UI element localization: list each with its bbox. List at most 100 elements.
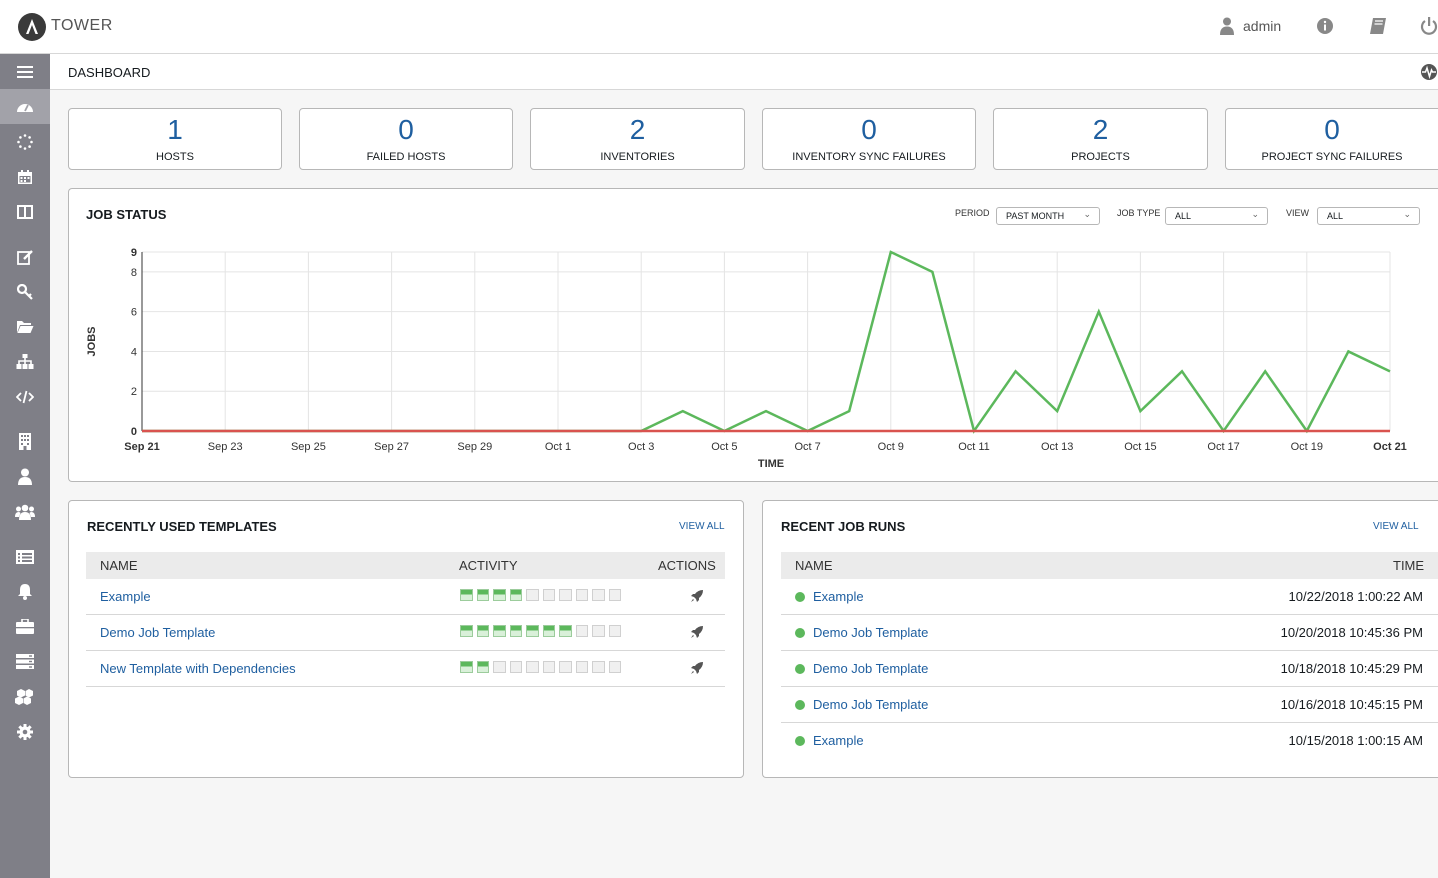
user-icon[interactable] xyxy=(1220,17,1234,35)
activity-stream-icon[interactable] xyxy=(1420,63,1438,81)
template-name-link[interactable]: Demo Job Template xyxy=(100,625,216,640)
period-select[interactable]: PAST MONTH ⌄ xyxy=(996,207,1100,225)
recent-templates-title: RECENTLY USED TEMPLATES xyxy=(87,519,277,534)
job-activity-indicator xyxy=(575,589,588,601)
series-line-successful xyxy=(142,250,1391,434)
job-type-label: JOB TYPE xyxy=(1117,208,1161,218)
column-header-name[interactable]: NAME xyxy=(100,558,138,573)
view-select[interactable]: ALL ⌄ xyxy=(1317,207,1420,225)
sidebar-item-users[interactable] xyxy=(0,459,50,494)
sidebar-menu-toggle[interactable] xyxy=(0,54,50,89)
job-activity-indicator[interactable] xyxy=(526,625,539,637)
sidebar-item-templates[interactable] xyxy=(0,239,50,274)
recent-job-runs-panel: RECENT JOB RUNS VIEW ALL NAME TIME Examp… xyxy=(762,500,1438,778)
rocket-launch-icon[interactable] xyxy=(690,589,704,603)
column-header-actions: ACTIONS xyxy=(658,558,716,573)
sidebar-item-projects[interactable] xyxy=(0,309,50,344)
job-activity-indicator[interactable] xyxy=(476,625,489,637)
job-type-select[interactable]: ALL ⌄ xyxy=(1165,207,1268,225)
count-card-project-sync-failures[interactable]: 0 PROJECT SYNC FAILURES xyxy=(1225,108,1438,170)
user-icon xyxy=(18,468,32,485)
job-activity-indicator[interactable] xyxy=(476,589,489,601)
success-status-icon[interactable] xyxy=(795,664,805,674)
job-run-row: Example 10/15/2018 1:00:15 AM xyxy=(781,723,1438,759)
job-activity-indicator xyxy=(592,625,605,637)
count-card-hosts[interactable]: 1 HOSTS xyxy=(68,108,282,170)
count-card-inventories[interactable]: 2 INVENTORIES xyxy=(530,108,745,170)
sidebar-item-teams[interactable] xyxy=(0,494,50,529)
job-run-name-link[interactable]: Example xyxy=(813,733,864,748)
rocket-launch-icon[interactable] xyxy=(690,661,704,675)
count-label: PROJECTS xyxy=(1071,151,1130,163)
sidebar-item-credential-types[interactable] xyxy=(0,539,50,574)
job-run-name-link[interactable]: Demo Job Template xyxy=(813,697,929,712)
rocket-launch-icon[interactable] xyxy=(690,625,704,639)
sidebar-item-jobs[interactable] xyxy=(0,124,50,159)
template-row: Demo Job Template xyxy=(86,615,725,651)
job-activity-indicator[interactable] xyxy=(460,625,473,637)
chevron-down-icon: ⌄ xyxy=(1083,209,1091,219)
job-runs-view-all-link[interactable]: VIEW ALL xyxy=(1373,521,1419,532)
sidebar-item-organizations[interactable] xyxy=(0,424,50,459)
sidebar-item-credentials[interactable] xyxy=(0,274,50,309)
sidebar-item-portal[interactable] xyxy=(0,194,50,229)
template-name-link[interactable]: New Template with Dependencies xyxy=(100,661,296,676)
count-card-failed-hosts[interactable]: 0 FAILED HOSTS xyxy=(299,108,513,170)
breadcrumb-bar: DASHBOARD xyxy=(50,54,1438,90)
sidebar-item-instance-groups[interactable] xyxy=(0,644,50,679)
job-run-row: Demo Job Template 10/16/2018 10:45:15 PM xyxy=(781,687,1438,723)
job-activity-indicator[interactable] xyxy=(559,625,572,637)
job-activity-indicator[interactable] xyxy=(493,625,506,637)
info-icon[interactable] xyxy=(1316,17,1334,35)
success-status-icon[interactable] xyxy=(795,592,805,602)
job-activity-indicator[interactable] xyxy=(542,625,555,637)
job-activity-indicator[interactable] xyxy=(509,589,522,601)
ansible-logo-icon[interactable] xyxy=(18,13,46,41)
count-card-inventory-sync-failures[interactable]: 0 INVENTORY SYNC FAILURES xyxy=(762,108,976,170)
success-status-icon[interactable] xyxy=(795,628,805,638)
sidebar-item-inventory-scripts[interactable] xyxy=(0,379,50,414)
y-tick-label: 2 xyxy=(131,386,137,398)
job-status-title: JOB STATUS xyxy=(86,207,167,222)
folder-open-icon xyxy=(17,320,34,333)
count-label: INVENTORIES xyxy=(600,151,675,163)
job-activity-indicator[interactable] xyxy=(460,661,473,673)
logout-power-icon[interactable] xyxy=(1420,16,1438,36)
templates-view-all-link[interactable]: VIEW ALL xyxy=(679,521,725,532)
job-type-select-value: ALL xyxy=(1175,211,1192,221)
count-label: HOSTS xyxy=(156,151,194,163)
job-run-time: 10/16/2018 10:45:15 PM xyxy=(1280,697,1423,712)
column-header-time[interactable]: TIME xyxy=(1393,558,1425,573)
column-header-name[interactable]: NAME xyxy=(795,558,833,573)
sidebar-item-settings[interactable] xyxy=(0,714,50,749)
sidebar-item-dashboard[interactable] xyxy=(0,89,50,124)
sidebar-item-applications[interactable] xyxy=(0,679,50,714)
success-status-icon[interactable] xyxy=(795,736,805,746)
job-run-name-link[interactable]: Example xyxy=(813,589,864,604)
period-label: PERIOD xyxy=(955,208,990,218)
job-run-name-link[interactable]: Demo Job Template xyxy=(813,625,929,640)
documentation-icon[interactable] xyxy=(1369,17,1387,35)
job-activity-indicator[interactable] xyxy=(493,589,506,601)
job-run-name-link[interactable]: Demo Job Template xyxy=(813,661,929,676)
job-activity-indicator[interactable] xyxy=(476,661,489,673)
y-tick-label: 8 xyxy=(131,267,137,279)
user-name-link[interactable]: admin xyxy=(1243,18,1282,34)
sidebar-item-inventories[interactable] xyxy=(0,344,50,379)
sidebar-item-notifications[interactable] xyxy=(0,574,50,609)
job-activity-indicator xyxy=(559,661,572,673)
x-tick-label: Oct 7 xyxy=(794,441,820,453)
count-card-projects[interactable]: 2 PROJECTS xyxy=(993,108,1208,170)
recent-job-runs-title: RECENT JOB RUNS xyxy=(781,519,906,534)
breadcrumb: DASHBOARD xyxy=(68,65,151,80)
count-value: 1 xyxy=(167,114,183,145)
template-name-link[interactable]: Example xyxy=(100,589,151,604)
sidebar-item-management-jobs[interactable] xyxy=(0,609,50,644)
x-tick-label: Oct 5 xyxy=(711,441,737,453)
columns-icon xyxy=(17,204,33,219)
job-activity-indicator[interactable] xyxy=(509,625,522,637)
job-activity-indicator[interactable] xyxy=(460,589,473,601)
success-status-icon[interactable] xyxy=(795,700,805,710)
sidebar-item-schedules[interactable] xyxy=(0,159,50,194)
template-activity xyxy=(460,661,621,673)
